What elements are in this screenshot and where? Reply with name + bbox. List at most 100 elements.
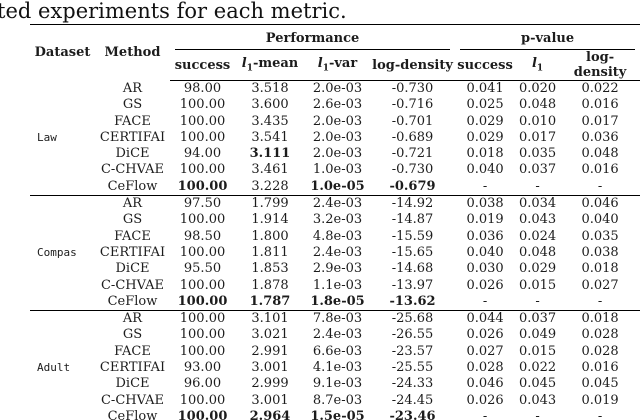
column-group-p-value: p-value (455, 25, 640, 50)
value-cell: -24.33 (391, 376, 434, 392)
value-cell: 0.049 (518, 327, 557, 343)
value-cell: 0.044 (455, 310, 516, 328)
value-cell: 0.017 (518, 129, 557, 145)
value-cell: - (482, 178, 488, 194)
value-cell: 2.991 (251, 343, 289, 359)
column-header-l1-mean: l1-mean (235, 50, 305, 81)
method-cell: DiCE (115, 146, 150, 162)
column-header-dataset: Dataset (34, 45, 91, 61)
value-cell: 6.6e-03 (312, 343, 363, 359)
value-cell: -25.68 (370, 310, 456, 328)
table-row: FACE 98.50 1.800 4.8e-03 -15.59 0.036 0.024 0.0… (30, 229, 640, 245)
table-row: DiCE 94.00 3.111 2.0e-03 -0.721 0.018 0.035 0.0… (30, 146, 640, 162)
table-header: Dataset Method Performance p-value succe… (30, 25, 640, 81)
table-row: Adult AR 100.00 3.101 7.8e-03 -25.68 0.044 0.03… (30, 310, 640, 420)
method-cell: GS (122, 327, 143, 343)
value-cell: 3.2e-03 (312, 212, 363, 228)
value-cell: 95.50 (183, 261, 222, 277)
value-cell: 0.045 (581, 376, 619, 392)
value-cell: 100.00 (177, 408, 228, 420)
value-cell: 8.7e-03 (312, 392, 363, 408)
value-cell: -13.97 (391, 277, 434, 293)
value-cell: 0.020 (518, 81, 557, 96)
value-cell: 0.015 (518, 277, 557, 293)
value-cell: 2.4e-03 (305, 195, 370, 213)
column-header-log-density: log-density (370, 50, 456, 81)
value-cell: 1.878 (251, 277, 289, 293)
value-cell: 4.1e-03 (312, 360, 363, 376)
value-cell: 0.027 (466, 343, 504, 359)
method-cell: FACE (114, 113, 151, 129)
value-cell: -0.730 (391, 162, 434, 178)
value-cell: 1.800 (251, 228, 289, 244)
value-cell: 100.00 (179, 244, 226, 260)
value-cell: 0.040 (466, 162, 504, 178)
value-cell: 0.029 (466, 113, 504, 129)
value-cell: 1.0e-03 (312, 162, 363, 178)
method-cell: AR (95, 310, 170, 328)
value-cell: 7.8e-03 (305, 310, 370, 328)
value-cell: 100.00 (179, 343, 226, 359)
value-cell: 1.8e-05 (310, 293, 365, 309)
value-cell: 2.4e-03 (312, 327, 363, 343)
method-cell: FACE (114, 228, 151, 244)
column-header-p-log-density: log-density (560, 50, 640, 81)
value-cell: 3.001 (251, 392, 289, 408)
value-cell: 2.6e-03 (312, 97, 363, 113)
value-cell: -0.701 (391, 113, 434, 129)
value-cell: 0.022 (518, 360, 557, 376)
value-cell: -0.716 (391, 97, 434, 113)
value-cell: 0.048 (518, 244, 557, 260)
value-cell: 0.025 (466, 97, 504, 113)
method-cell: GS (122, 212, 143, 228)
value-cell: 3.600 (251, 97, 289, 113)
table-row: DiCE 95.50 1.853 2.9e-03 -14.68 0.030 0.029 0.0… (30, 261, 640, 277)
value-cell: - (482, 408, 488, 420)
value-cell: 0.043 (518, 392, 557, 408)
value-cell: 0.016 (581, 97, 619, 113)
value-cell: 100.00 (177, 178, 228, 194)
table-row: C-CHVAE 100.00 1.878 1.1e-03 -13.97 0.026 0.01… (30, 278, 640, 294)
value-cell: 1.0e-05 (310, 178, 365, 194)
results-table: Dataset Method Performance p-value succe… (30, 24, 640, 420)
value-cell: 0.048 (581, 146, 619, 162)
value-cell: 3.435 (251, 113, 289, 129)
value-cell: 3.541 (251, 129, 289, 145)
method-cell: CERTIFAI (99, 244, 166, 260)
value-cell: -23.46 (389, 408, 436, 420)
value-cell: 97.50 (170, 195, 235, 213)
value-cell: 0.030 (466, 261, 504, 277)
value-cell: 0.038 (581, 244, 619, 260)
table-row: CeFlow 100.00 1.787 1.8e-05 -13.62 - - - (30, 294, 640, 311)
table-row: CeFlow 100.00 3.228 1.0e-05 -0.679 - - - (30, 179, 640, 196)
method-cell: C-CHVAE (100, 162, 164, 178)
value-cell: 1.811 (251, 244, 289, 260)
value-cell: -24.45 (391, 392, 434, 408)
table-row: DiCE 96.00 2.999 9.1e-03 -24.33 0.046 0.045 0.0… (30, 376, 640, 392)
value-cell: 0.040 (466, 244, 504, 260)
method-cell: GS (122, 97, 143, 113)
table-row: CERTIFAI 93.00 3.001 4.1e-03 -25.55 0.028 0.02… (30, 360, 640, 376)
value-cell: 98.50 (183, 228, 222, 244)
value-cell: 0.024 (518, 228, 557, 244)
value-cell: 0.016 (581, 360, 619, 376)
value-cell: 0.038 (455, 195, 516, 213)
value-cell: 2.9e-03 (312, 261, 363, 277)
table-row: FACE 100.00 3.435 2.0e-03 -0.701 0.029 0.010 0.… (30, 114, 640, 130)
table-row: C-CHVAE 100.00 3.001 8.7e-03 -24.45 0.026 0.04… (30, 393, 640, 409)
value-cell: 0.028 (581, 327, 619, 343)
column-header-method: Method (104, 45, 161, 61)
table-row: GS 100.00 3.021 2.4e-03 -26.55 0.026 0.049 0.02… (30, 327, 640, 343)
value-cell: - (597, 178, 603, 194)
value-cell: -13.62 (389, 293, 436, 309)
value-cell: - (482, 293, 488, 309)
value-cell: 0.035 (518, 146, 557, 162)
value-cell: 3.228 (251, 178, 289, 194)
value-cell: 0.029 (518, 261, 557, 277)
table-row: FACE 100.00 2.991 6.6e-03 -23.57 0.027 0.015 0.… (30, 344, 640, 360)
method-cell: AR (95, 195, 170, 213)
value-cell: - (535, 408, 540, 420)
value-cell: 3.001 (251, 360, 289, 376)
value-cell: 0.016 (581, 162, 619, 178)
value-cell: -23.57 (391, 343, 434, 359)
